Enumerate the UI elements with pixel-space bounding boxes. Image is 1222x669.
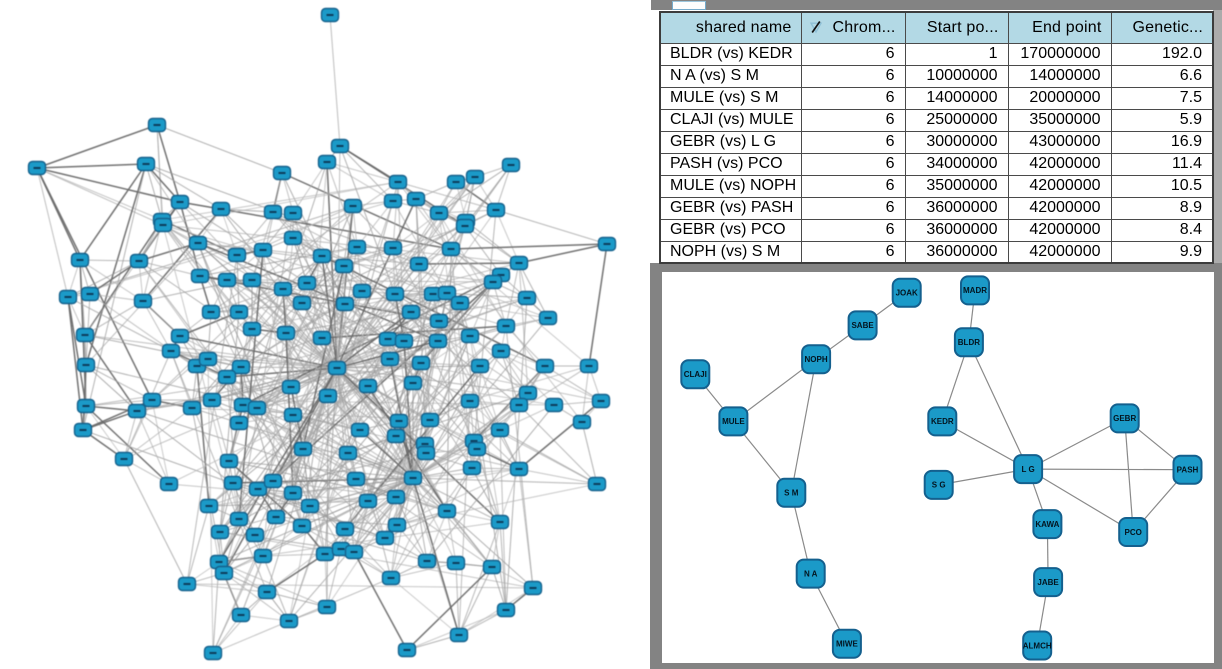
svg-text:SABE: SABE xyxy=(851,321,874,330)
svg-text:MIWE: MIWE xyxy=(836,640,858,649)
svg-text:S M: S M xyxy=(784,489,799,498)
svg-text:BLDR: BLDR xyxy=(958,338,980,347)
svg-text:PASH: PASH xyxy=(1177,466,1199,475)
svg-text:N A: N A xyxy=(804,569,818,578)
svg-text:CLAJI: CLAJI xyxy=(684,370,707,379)
svg-text:NOPH: NOPH xyxy=(805,355,828,364)
svg-text:L G: L G xyxy=(1022,465,1035,474)
svg-text:ALMCH: ALMCH xyxy=(1023,641,1052,650)
svg-text:JABE: JABE xyxy=(1037,578,1059,587)
svg-text:S G: S G xyxy=(932,481,946,490)
svg-text:JOAK: JOAK xyxy=(896,289,918,298)
svg-text:MULE: MULE xyxy=(722,417,745,426)
svg-text:MADR: MADR xyxy=(963,286,987,295)
svg-text:GEBR: GEBR xyxy=(1113,414,1136,423)
svg-text:KEDR: KEDR xyxy=(931,417,954,426)
svg-text:PCO: PCO xyxy=(1125,528,1142,537)
svg-text:KAWA: KAWA xyxy=(1035,520,1059,529)
